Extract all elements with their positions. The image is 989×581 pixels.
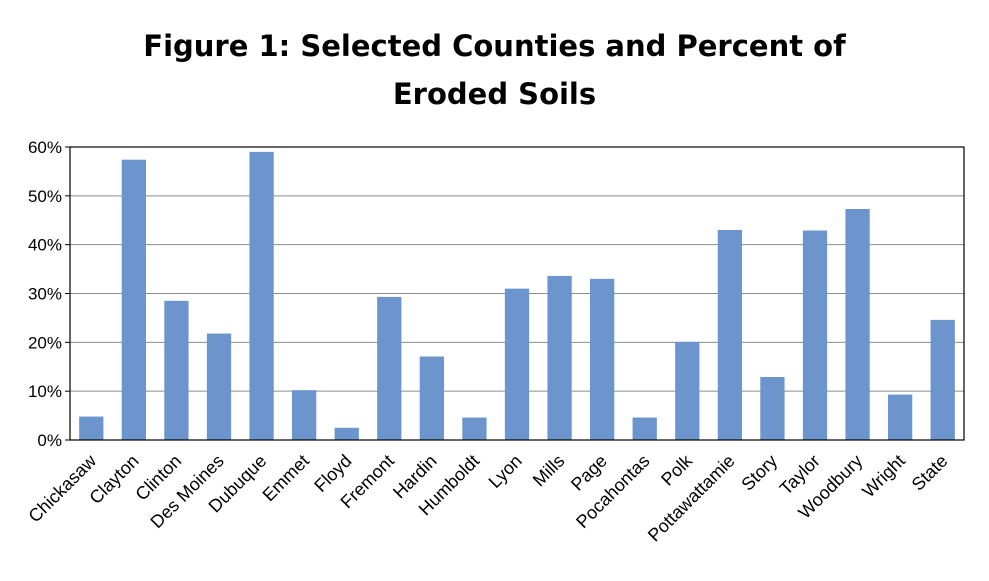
chart-title: Figure 1: Selected Counties and Percent …	[0, 22, 989, 118]
x-category-label: State	[908, 451, 952, 495]
bar	[206, 333, 232, 440]
bar	[845, 209, 870, 440]
y-tick-label: 40%	[28, 236, 62, 255]
bar	[930, 319, 955, 440]
bar	[802, 230, 828, 440]
bar	[334, 427, 359, 440]
x-category-label: Lyon	[485, 451, 526, 492]
bar	[419, 356, 444, 440]
bar	[888, 394, 913, 440]
bar	[675, 341, 700, 440]
bar	[760, 377, 785, 440]
y-tick-label: 20%	[28, 333, 62, 352]
bar	[377, 296, 402, 440]
bar	[292, 390, 317, 440]
bar	[632, 417, 657, 440]
bar	[164, 300, 189, 440]
y-tick-label: 30%	[28, 285, 62, 304]
chart-title-line-1: Figure 1: Selected Counties and Percent …	[143, 29, 846, 63]
y-tick-label: 0%	[37, 431, 62, 450]
plot-frame	[69, 146, 965, 441]
bar	[504, 288, 530, 440]
x-category-label: Emmet	[259, 451, 313, 505]
bar	[717, 230, 742, 440]
y-tick-label: 60%	[28, 138, 62, 157]
bar	[249, 151, 274, 440]
bar	[590, 278, 615, 440]
x-category-label: Wright	[858, 451, 909, 502]
x-category-label: Story	[737, 451, 781, 495]
bar	[462, 417, 487, 440]
bar	[121, 159, 146, 441]
chart-title-line-2: Eroded Soils	[392, 77, 597, 111]
bar	[79, 416, 104, 440]
y-tick-label: 10%	[28, 382, 62, 401]
x-category-label: Mills	[529, 451, 569, 491]
x-category-label: Chickasaw	[24, 450, 100, 526]
y-tick-label: 50%	[28, 187, 62, 206]
bar	[547, 275, 572, 440]
